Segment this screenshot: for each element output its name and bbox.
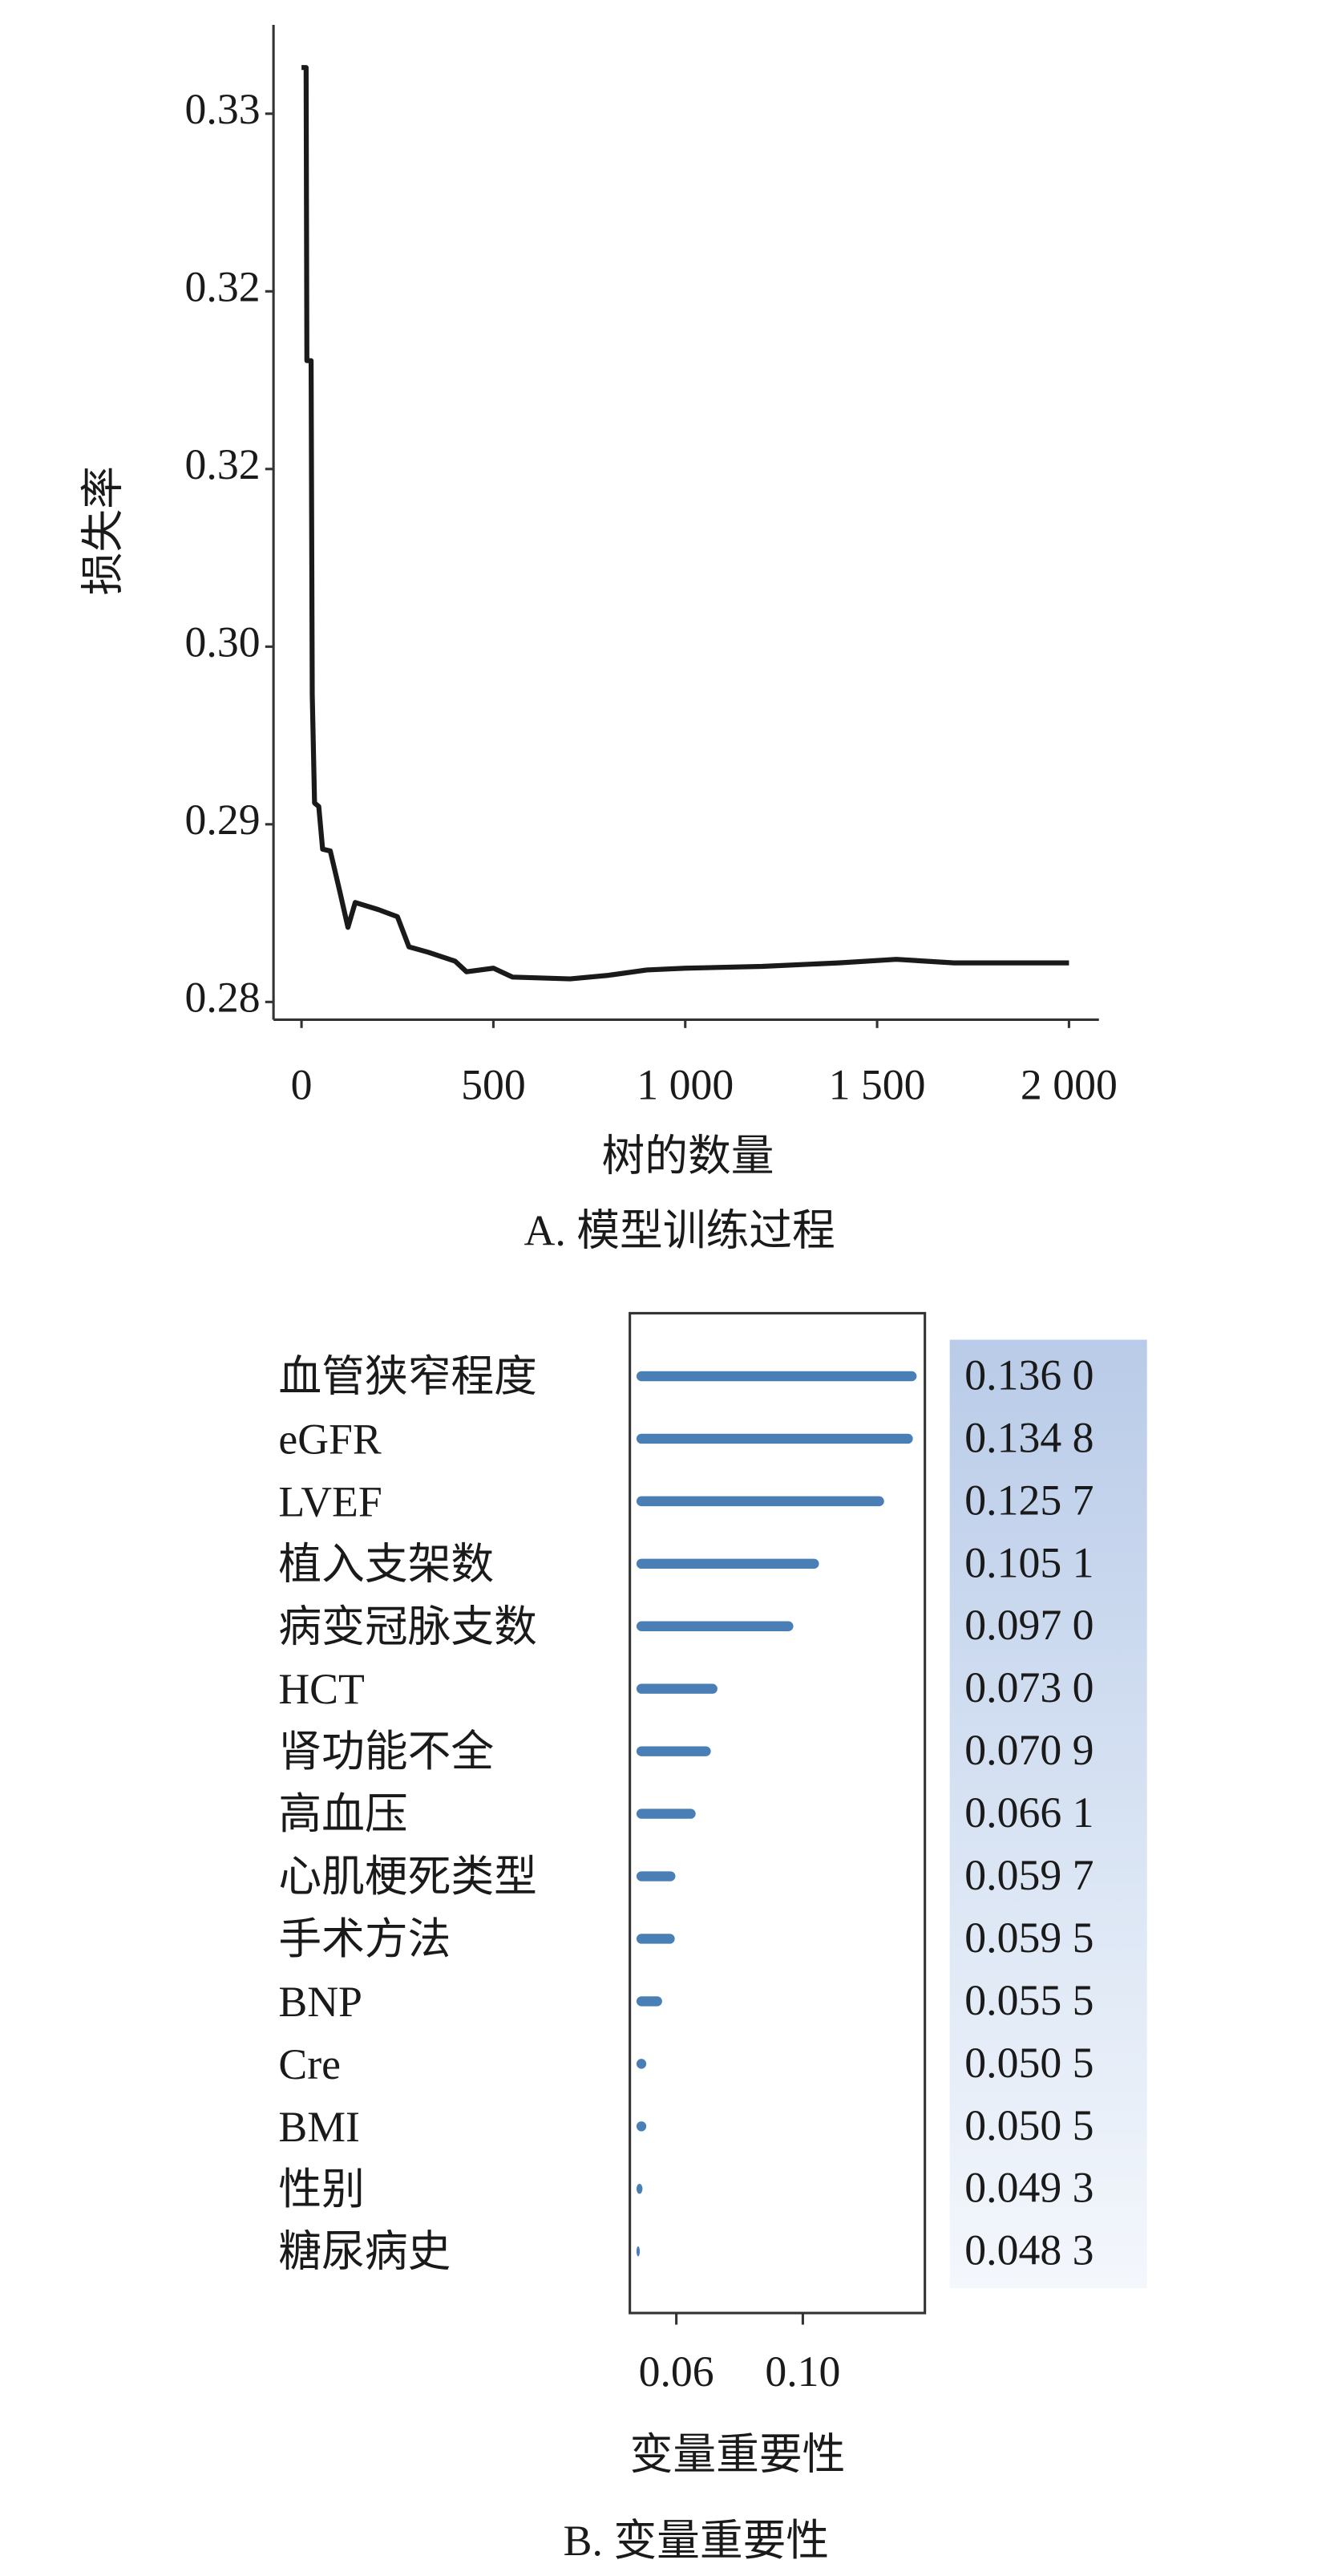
x-tick-label: 0.10 [765,2347,840,2396]
value-label: 0.049 3 [964,2164,1094,2212]
value-label: 0.073 0 [964,1663,1094,1711]
value-label: 0.125 7 [964,1476,1094,1524]
bar [636,2059,647,2069]
category-label: 糖尿病史 [278,2228,451,2276]
x-tick-label: 0.06 [639,2347,714,2396]
bar [636,1558,819,1569]
chart-caption: B. 变量重要性 [564,2517,829,2565]
category-label: 高血压 [278,1790,407,1838]
y-axis-title: 损失率 [79,466,127,595]
x-tick-label: 0 [291,1061,313,1109]
x-tick-label: 2 000 [1021,1061,1118,1109]
bar [636,2121,647,2132]
value-label: 0.136 0 [964,1351,1094,1399]
y-tick-label: 0.32 [185,440,261,488]
bar [636,1621,794,1631]
value-label: 0.066 1 [964,1788,1094,1837]
y-tick-label: 0.30 [185,618,261,666]
bar [636,2184,643,2194]
bar [636,1934,675,1944]
category-label: Cre [278,2040,341,2088]
value-label: 0.059 7 [964,1851,1094,1899]
category-label: 肾功能不全 [278,1727,494,1776]
category-label: 手术方法 [278,1915,451,1963]
category-label: LVEF [278,1477,382,1525]
value-column-background [949,1339,1147,2289]
value-label: 0.059 5 [964,1914,1094,1962]
category-label: 心肌梗死类型 [278,1853,537,1901]
bar [636,1496,884,1507]
bar [636,1371,917,1382]
x-axis-title: 变量重要性 [630,2430,846,2478]
y-tick-label: 0.28 [185,974,261,1022]
loss-line [301,65,1069,982]
value-label: 0.097 0 [964,1601,1094,1649]
value-label: 0.070 9 [964,1726,1094,1774]
x-tick-label: 1 500 [829,1061,926,1109]
bar [636,1746,711,1756]
value-label: 0.050 5 [964,2039,1094,2087]
bar [636,1433,913,1444]
bar [636,1871,676,1881]
bar [636,2246,641,2257]
value-label: 0.050 5 [964,2101,1094,2149]
category-label: 植入支架数 [278,1540,494,1588]
category-label: 性别 [278,2165,365,2213]
bar [636,1683,718,1694]
bar [636,1996,662,2007]
y-tick-label: 0.29 [185,796,261,844]
category-label: 病变冠脉支数 [278,1602,537,1651]
category-label: eGFR [278,1415,382,1463]
category-label: BNP [278,1978,362,2026]
x-axis-title: 树的数量 [602,1132,774,1181]
chart-caption: A. 模型训练过程 [524,1207,835,1255]
category-label: BMI [278,2103,360,2151]
bar [636,1808,696,1819]
plot-frame [629,1311,927,2315]
value-label: 0.048 3 [964,2226,1094,2274]
category-label: 血管狭窄程度 [278,1353,537,1401]
category-label: HCT [278,1665,365,1713]
value-label: 0.134 8 [964,1413,1094,1461]
value-label: 0.105 1 [964,1538,1094,1586]
y-tick-label: 0.32 [185,263,261,311]
x-tick-label: 1 000 [637,1061,734,1109]
value-label: 0.055 5 [964,1976,1094,2024]
x-tick-label: 500 [461,1061,526,1109]
y-tick-label: 0.33 [185,85,261,133]
